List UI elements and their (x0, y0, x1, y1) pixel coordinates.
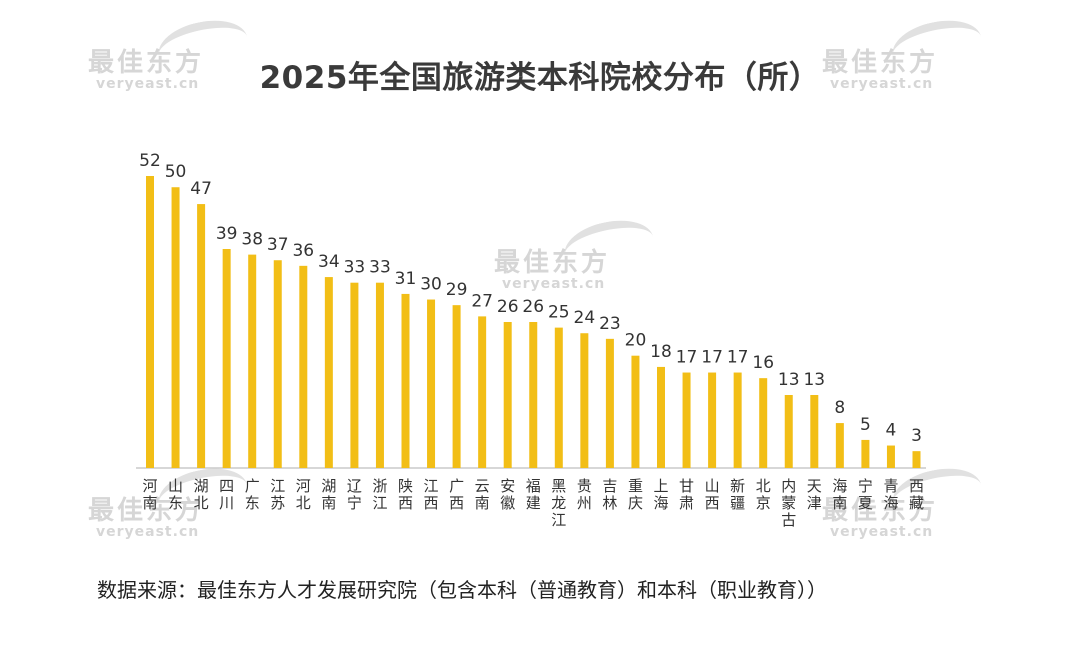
bar (427, 299, 436, 468)
data-label: 26 (497, 297, 519, 317)
x-tick-label: 安徽 (500, 477, 515, 512)
bar (452, 305, 461, 468)
bar (478, 316, 487, 468)
bar (248, 254, 257, 468)
bar (784, 395, 793, 468)
chart-title: 2025年全国旅游类本科院校分布（所） (259, 60, 821, 96)
x-tick-label: 上海 (653, 477, 668, 512)
data-label: 17 (727, 348, 749, 368)
x-tick-label: 青海 (883, 477, 898, 512)
data-label: 13 (803, 370, 825, 390)
data-label: 38 (241, 230, 263, 250)
x-tick-label: 北京 (756, 477, 771, 512)
bar (733, 372, 742, 468)
bar (835, 423, 844, 468)
bar-chart: 52河南50山东47湖北39四川38广东37江苏36河北34湖南33辽宁33浙江… (136, 151, 926, 529)
bar (146, 176, 154, 468)
bar (299, 265, 308, 468)
data-label: 31 (395, 269, 417, 289)
x-tick-label: 河北 (296, 477, 311, 512)
data-label: 26 (522, 297, 544, 317)
x-tick-label: 广东 (245, 477, 260, 512)
bar (350, 282, 359, 468)
data-label: 17 (676, 348, 698, 368)
x-tick-label: 海南 (832, 477, 847, 512)
data-label: 39 (216, 224, 238, 244)
x-tick-label: 重庆 (628, 477, 643, 512)
x-tick-label: 浙江 (372, 477, 387, 512)
data-label: 3 (911, 426, 922, 446)
bar (197, 204, 206, 469)
x-tick-label: 四川 (219, 477, 234, 512)
data-label: 25 (548, 303, 570, 323)
x-tick-label: 山西 (705, 477, 720, 512)
bar (375, 282, 384, 468)
x-tick-label: 甘肃 (679, 477, 694, 512)
bar (682, 372, 691, 468)
x-tick-label: 天津 (807, 477, 822, 512)
data-label: 52 (139, 151, 161, 171)
x-tick-label: 黑龙江 (551, 477, 566, 529)
x-tick-label: 吉林 (602, 477, 617, 512)
bar (708, 372, 717, 468)
data-label: 17 (701, 348, 723, 368)
x-tick-label: 河南 (142, 477, 157, 512)
data-label: 8 (834, 398, 845, 418)
bar (554, 327, 563, 468)
x-tick-label: 辽宁 (347, 477, 362, 512)
bar (273, 260, 282, 468)
bar (171, 187, 180, 468)
data-label: 24 (574, 308, 596, 328)
x-tick-label: 陕西 (398, 477, 413, 512)
bar (861, 439, 870, 468)
data-label: 30 (420, 275, 442, 295)
bar (759, 378, 768, 468)
x-tick-label: 江西 (424, 477, 439, 512)
x-tick-label: 内蒙古 (781, 477, 796, 529)
x-tick-label: 江苏 (270, 477, 285, 512)
data-label: 47 (190, 179, 212, 199)
x-tick-label: 贵州 (577, 477, 592, 512)
bar (401, 293, 410, 468)
data-label: 36 (292, 241, 314, 261)
data-source-note: 数据来源：最佳东方人才发展研究院（包含本科（普通教育）和本科（职业教育）） (97, 578, 827, 602)
x-tick-label: 福建 (526, 477, 541, 512)
bar (605, 338, 614, 468)
x-tick-label: 云南 (475, 477, 490, 512)
bar (631, 355, 640, 468)
data-label: 23 (599, 314, 621, 334)
data-label: 18 (650, 342, 672, 362)
x-tick-label: 湖北 (194, 477, 209, 512)
data-label: 34 (318, 252, 340, 272)
data-label: 4 (886, 421, 897, 441)
x-tick-label: 新疆 (730, 477, 745, 512)
bar (886, 445, 895, 468)
x-tick-label: 广西 (449, 477, 464, 512)
data-label: 29 (446, 280, 468, 300)
data-label: 20 (625, 331, 647, 351)
bar (222, 249, 231, 468)
data-label: 50 (165, 162, 187, 182)
x-tick-label: 西藏 (909, 477, 924, 512)
data-label: 16 (752, 353, 774, 373)
data-label: 27 (471, 291, 493, 311)
data-label: 5 (860, 415, 871, 435)
bar (912, 451, 921, 468)
data-label: 33 (344, 258, 366, 278)
bar (324, 277, 333, 468)
bar (810, 395, 819, 468)
bar (580, 333, 589, 468)
data-label: 13 (778, 370, 800, 390)
x-tick-label: 山东 (168, 477, 183, 512)
data-label: 37 (267, 235, 289, 255)
bar (503, 322, 512, 468)
x-tick-label: 湖南 (321, 477, 336, 512)
x-tick-label: 宁夏 (858, 477, 873, 512)
bar (657, 366, 665, 468)
data-label: 33 (369, 258, 391, 278)
bar (529, 322, 538, 468)
